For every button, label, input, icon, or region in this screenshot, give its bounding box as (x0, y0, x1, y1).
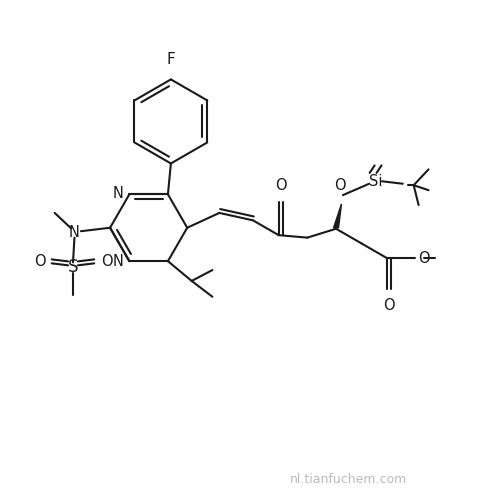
Polygon shape (334, 204, 342, 228)
Text: F: F (166, 52, 175, 67)
Text: N: N (69, 225, 80, 240)
Text: O: O (418, 251, 430, 266)
Text: O: O (275, 178, 286, 192)
Text: O: O (100, 254, 112, 269)
Text: nl.tianfuchem.com: nl.tianfuchem.com (290, 474, 408, 486)
Text: O: O (384, 298, 395, 313)
Text: N: N (112, 254, 124, 269)
Text: O: O (34, 254, 46, 269)
Text: N: N (112, 186, 124, 202)
Text: O: O (334, 178, 346, 193)
Text: S: S (68, 258, 78, 276)
Text: Si: Si (369, 174, 382, 189)
